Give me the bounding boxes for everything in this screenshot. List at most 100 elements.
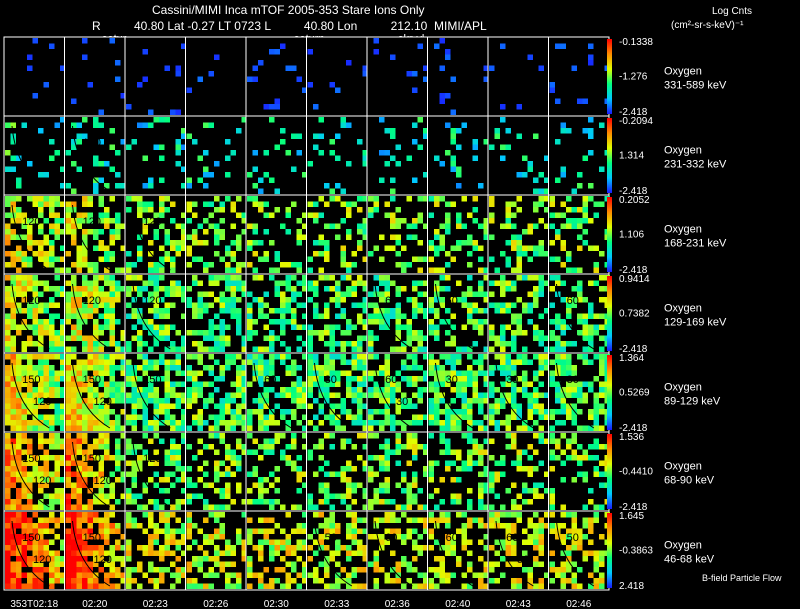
heatmap-cell [516, 449, 522, 455]
heatmap-cell [373, 381, 379, 387]
heatmap-cell [82, 218, 88, 224]
heatmap-cell [49, 370, 55, 376]
heatmap-cell [384, 286, 390, 292]
heatmap-cell [566, 223, 572, 229]
heatmap-cell [71, 139, 77, 145]
heatmap-cell [544, 346, 550, 352]
heatmap-cell [494, 133, 500, 139]
heatmap-cell [214, 556, 220, 562]
heatmap-cell [478, 572, 484, 578]
heatmap-cell [241, 280, 247, 286]
heatmap-cell [434, 392, 440, 398]
heatmap-cell [5, 466, 11, 472]
heatmap-cell [401, 561, 407, 567]
heatmap-cell [313, 313, 319, 319]
heatmap-cell [148, 262, 154, 268]
heatmap-cell [324, 324, 330, 330]
heatmap-cell [192, 234, 198, 240]
heatmap-cell [494, 280, 500, 286]
heatmap-cell [186, 286, 192, 292]
heatmap-cell [192, 482, 198, 488]
heatmap-cell [175, 370, 181, 376]
heatmap-cell [131, 425, 137, 431]
heatmap-cell [27, 229, 33, 235]
heatmap-cell [450, 128, 456, 134]
heatmap-cell [390, 550, 396, 556]
heatmap-cell [208, 172, 214, 178]
heatmap-cell [313, 381, 319, 387]
heatmap-cell [142, 76, 148, 82]
heatmap-cell [5, 297, 11, 303]
heatmap-cell [219, 319, 225, 325]
heatmap-cell [593, 330, 599, 336]
heatmap-cell [285, 286, 291, 292]
heatmap-cell [126, 302, 132, 308]
heatmap-cell [208, 212, 214, 218]
heatmap-cell [142, 155, 148, 161]
heatmap-cell [219, 218, 225, 224]
heatmap-cell [538, 370, 544, 376]
heatmap-cell [104, 319, 110, 325]
heatmap-cell [170, 460, 176, 466]
heatmap-cell [186, 512, 192, 518]
heatmap-cell [38, 128, 44, 134]
heatmap-cell [373, 275, 379, 281]
heatmap-cell [324, 201, 330, 207]
heatmap-cell [131, 262, 137, 268]
heatmap-cell [412, 376, 418, 382]
heatmap-cell [346, 324, 352, 330]
heatmap-cell [566, 218, 572, 224]
heatmap-cell [346, 275, 352, 281]
heatmap-cell [137, 335, 143, 341]
heatmap-cell [544, 471, 550, 477]
heatmap-cell [428, 256, 434, 262]
heatmap-cell [65, 550, 71, 556]
heatmap-cell [247, 561, 253, 567]
heatmap-cell [153, 341, 159, 347]
heatmap-cell [318, 275, 324, 281]
heatmap-cell [5, 561, 11, 567]
heatmap-panel: 120 [64, 115, 126, 196]
heatmap-cell [131, 567, 137, 573]
heatmap-cell [137, 403, 143, 409]
heatmap-cell [368, 196, 374, 202]
heatmap-cell [478, 359, 484, 365]
heatmap-cell [225, 466, 231, 472]
heatmap-cell [87, 387, 93, 393]
heatmap-cell [181, 466, 187, 472]
heatmap-cell [566, 414, 572, 420]
heatmap-cell [417, 387, 423, 393]
heatmap-cell [71, 234, 77, 240]
heatmap-cell [181, 335, 187, 341]
heatmap-cell [32, 319, 38, 325]
heatmap-cell [577, 319, 583, 325]
heatmap-cell [555, 319, 561, 325]
heatmap-cell [417, 212, 423, 218]
heatmap-cell [406, 335, 412, 341]
heatmap-cell [274, 488, 280, 494]
heatmap-cell [203, 534, 209, 540]
heatmap-cell [538, 460, 544, 466]
heatmap-cell [247, 359, 253, 365]
heatmap-cell [313, 212, 319, 218]
heatmap-cell [555, 324, 561, 330]
heatmap-cell [401, 245, 407, 251]
heatmap-cell [555, 313, 561, 319]
heatmap-cell [538, 286, 544, 292]
heatmap-cell [87, 583, 93, 589]
heatmap-cell [439, 561, 445, 567]
heatmap-cell [5, 455, 11, 461]
heatmap-cell [27, 499, 33, 505]
heatmap-cell [76, 381, 82, 387]
heatmap-cell [434, 335, 440, 341]
heatmap-cell [38, 240, 44, 246]
heatmap-cell [318, 196, 324, 202]
heatmap-cell [5, 556, 11, 562]
heatmap-cell [16, 183, 22, 189]
heatmap-cell [571, 218, 577, 224]
heatmap-cell [76, 398, 82, 404]
heatmap-cell [109, 420, 115, 426]
heatmap-cell [197, 567, 203, 573]
heatmap-cell [340, 444, 346, 450]
heatmap-cell [351, 488, 357, 494]
